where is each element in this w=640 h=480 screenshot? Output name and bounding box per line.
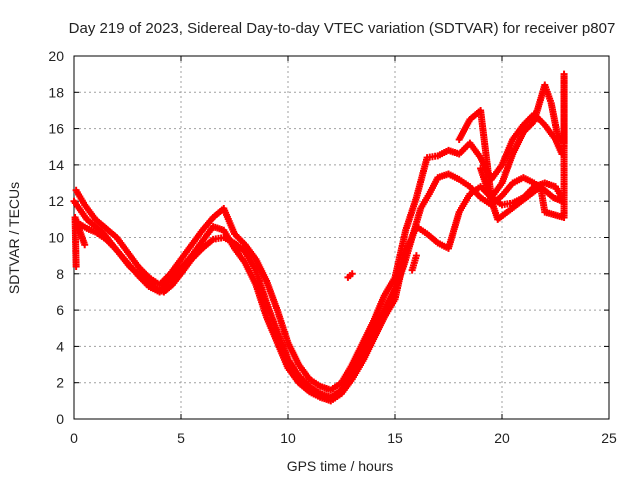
y-tick-label: 8 [56,266,64,282]
data-point [412,252,420,260]
x-tick-label: 25 [601,430,617,446]
x-tick-label: 10 [280,430,296,446]
x-tick-label: 15 [387,430,403,446]
y-tick-label: 16 [48,121,64,137]
y-tick-label: 20 [48,48,64,64]
x-tick-label: 0 [70,430,78,446]
x-tick-label: 5 [177,430,185,446]
y-axis-label: SDTVAR / TECUs [6,182,22,294]
y-tick-label: 14 [48,157,64,173]
y-tick-label: 2 [56,375,64,391]
y-tick-label: 0 [56,411,64,427]
data-point [81,241,89,249]
grid-layer [74,56,609,419]
y-tick-label: 18 [48,84,64,100]
y-tick-label: 4 [56,338,64,354]
ticks-layer: 0 5 10 15 20 25 0 2 4 6 8 10 12 14 16 18 20 [48,48,617,446]
x-axis-label: GPS time / hours [287,458,394,474]
x-tick-label: 20 [494,430,510,446]
data-point [477,165,485,173]
data-point [348,270,356,278]
data-points [70,70,568,405]
y-tick-label: 6 [56,302,64,318]
y-tick-label: 12 [48,193,64,209]
y-tick-label: 10 [48,230,64,246]
chart-title: Day 219 of 2023, Sidereal Day-to-day VTE… [69,20,616,37]
